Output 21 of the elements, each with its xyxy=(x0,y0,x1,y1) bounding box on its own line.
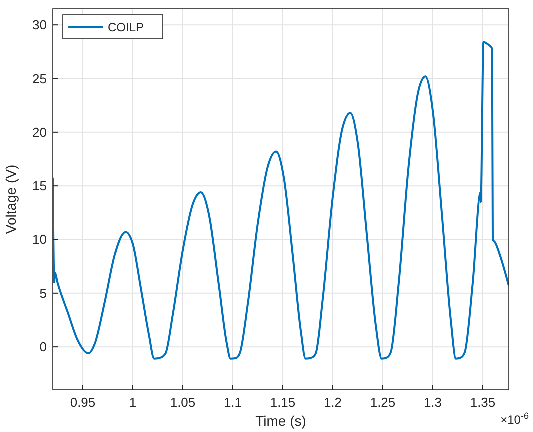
x-tick-label: 0.95 xyxy=(70,395,96,410)
y-tick-label: 25 xyxy=(32,71,47,86)
y-tick-label: 10 xyxy=(32,232,47,248)
line-series xyxy=(53,41,509,360)
x-tick-label: 1.3 xyxy=(424,395,442,410)
x-axis-title: Time (s) xyxy=(256,413,306,429)
x-tick-label: 1.15 xyxy=(270,395,296,410)
legend-label: COILP xyxy=(108,20,144,34)
text: ×10$^{-6}$ xyxy=(500,411,529,427)
x-tick-label: 1 xyxy=(129,395,137,410)
x-tick-label: 1.25 xyxy=(370,395,396,410)
y-tick-label: 5 xyxy=(40,286,47,301)
y-tick-label: 20 xyxy=(32,124,47,140)
y-tick-label: 0 xyxy=(40,340,47,355)
x-tick-label: 1.35 xyxy=(470,395,496,410)
x-tick-label: 1.2 xyxy=(324,395,342,410)
y-tick-label: 15 xyxy=(32,178,47,194)
y-tick-label: 30 xyxy=(32,18,47,33)
x-tick-label: 1.1 xyxy=(224,395,242,410)
y-axis-title: Voltage (V) xyxy=(3,164,19,234)
x-tick-label: 1.05 xyxy=(170,395,196,410)
